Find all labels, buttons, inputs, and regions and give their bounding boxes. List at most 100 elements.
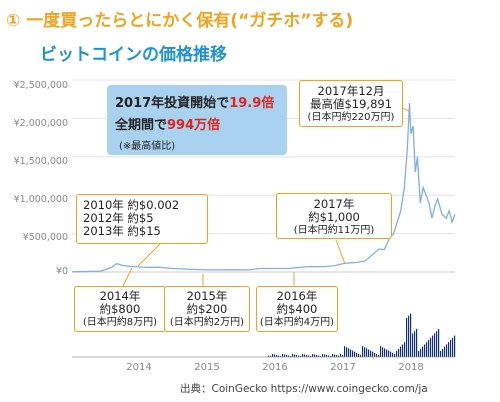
volume-bar: [368, 349, 370, 357]
volume-bar: [360, 355, 362, 357]
volume-bar: [350, 349, 352, 357]
volume-bar: [356, 352, 358, 357]
volume-bar: [316, 355, 318, 357]
chart-title: ビットコインの価格推移: [40, 45, 227, 65]
volume-bar: [302, 354, 304, 357]
volume-bar: [372, 351, 374, 357]
volume-bar: [394, 353, 396, 357]
volume-bar: [324, 354, 326, 357]
x-tick-label: 2016: [262, 362, 288, 373]
volume-bar: [276, 355, 278, 357]
volume-bar: [338, 355, 340, 357]
volume-bar: [336, 355, 338, 357]
volume-bar: [390, 351, 392, 357]
volume-bar: [270, 356, 272, 357]
volume-bar: [342, 355, 344, 357]
volume-bar: [374, 352, 376, 357]
volume-bar: [436, 331, 438, 357]
y-tick-label: ¥2,000,000: [13, 118, 68, 129]
volume-bar: [442, 348, 444, 357]
volume-bar: [376, 353, 378, 357]
volume-bar: [454, 335, 456, 357]
volume-bar: [382, 347, 384, 357]
y-tick-label: ¥500,000: [22, 232, 68, 243]
callout-2017-mid: 2017年 約$1,000 (日本円約11万円): [276, 193, 392, 239]
volume-bar: [284, 354, 286, 357]
connector-early: [137, 243, 161, 267]
volume-bar: [412, 333, 414, 357]
volume-bar: [402, 344, 404, 357]
volume-bar: [428, 340, 430, 357]
volume-bar: [292, 354, 294, 357]
volume-bar: [430, 337, 432, 357]
volume-bar: [312, 354, 314, 357]
volume-bar: [290, 356, 292, 357]
volume-bar: [300, 356, 302, 357]
x-tick-label: 2015: [194, 362, 220, 373]
volume-bar: [286, 355, 288, 357]
info-line-total: 全期間で994万倍: [115, 118, 221, 133]
volume-bar: [328, 355, 330, 357]
volume-bar: [340, 353, 342, 357]
volume-bar: [294, 354, 296, 357]
volume-bar: [346, 347, 348, 357]
volume-bar: [396, 351, 398, 357]
callout-2014: 2014年 約$800 (日本円約8万円): [74, 286, 166, 332]
volume-bar: [414, 331, 416, 357]
volume-bar: [424, 344, 426, 357]
volume-bar: [438, 329, 440, 357]
volume-bar: [348, 348, 350, 357]
volume-bar: [322, 354, 324, 357]
info-box: 2017年投資開始で19.9倍 全期間で994万倍 (※最高値比): [107, 85, 287, 155]
volume-bar: [380, 346, 382, 357]
x-tick-label: 2017: [330, 362, 356, 373]
volume-bar: [416, 329, 418, 357]
volume-bar: [420, 348, 422, 357]
volume-bar: [410, 313, 412, 357]
multiple-total: 994万倍: [167, 118, 221, 133]
connector-2017-mid: [335, 239, 346, 265]
volume-bar: [398, 348, 400, 357]
volume-bar: [330, 356, 332, 357]
volume-bar: [344, 346, 346, 357]
volume-bars: [268, 313, 456, 357]
volume-bar: [272, 354, 274, 357]
volume-bar: [440, 351, 442, 357]
volume-bar: [388, 350, 390, 357]
volume-bar: [364, 347, 366, 357]
volume-bar: [366, 348, 368, 357]
volume-bar: [370, 350, 372, 357]
connector-2017-peak: [402, 107, 411, 113]
volume-bar: [310, 356, 312, 357]
volume-bar: [358, 353, 360, 357]
source-credit: 出典：CoinGecko https://www.coingecko.com/j…: [180, 383, 428, 395]
volume-bar: [434, 333, 436, 357]
volume-bar: [282, 354, 284, 357]
volume-bar: [308, 355, 310, 357]
heading-title: ① 一度買ったらとにかく保有(“ガチホ”する): [6, 11, 354, 31]
volume-bar: [444, 346, 446, 357]
x-tick-label: 2018: [398, 362, 424, 373]
callout-2017-peak: 2017年12月 最高値$19,891 (日本円約220万円): [299, 80, 403, 127]
x-tick-label: 2014: [126, 362, 152, 373]
info-line-2017: 2017年投資開始で19.9倍: [115, 96, 275, 111]
volume-bar: [432, 335, 434, 357]
volume-bar: [318, 355, 320, 357]
volume-bar: [332, 354, 334, 357]
volume-bar: [422, 346, 424, 357]
y-tick-label: ¥1,000,000: [13, 194, 68, 205]
volume-bar: [446, 344, 448, 357]
connector-2014: [122, 267, 133, 287]
volume-bar: [278, 355, 280, 357]
y-tick-label: ¥2,500,000: [13, 80, 68, 91]
volume-bar: [320, 356, 322, 357]
volume-bar: [450, 340, 452, 357]
volume-bar: [378, 355, 380, 357]
volume-bar: [304, 354, 306, 357]
volume-bar: [268, 355, 270, 357]
volume-bar: [326, 355, 328, 357]
volume-bar: [384, 348, 386, 357]
volume-bar: [280, 356, 282, 357]
volume-bar: [298, 355, 300, 357]
